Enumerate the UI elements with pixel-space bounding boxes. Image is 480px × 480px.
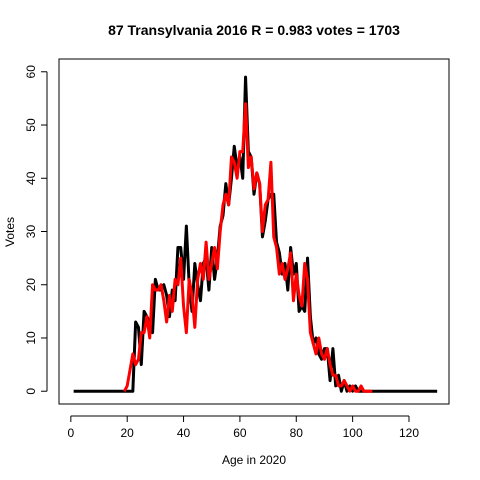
y-tick-label: 60 [24, 65, 38, 79]
x-tick-label: 40 [177, 426, 191, 440]
x-tick-label: 60 [233, 426, 247, 440]
y-axis-label: Votes [3, 217, 17, 247]
y-tick-label: 30 [24, 225, 38, 239]
x-axis: 0 20 40 60 80 100 120 [67, 415, 419, 440]
x-tick-label: 80 [290, 426, 304, 440]
series-line-predicted [123, 102, 373, 393]
x-tick-label: 100 [343, 426, 363, 440]
y-tick-label: 50 [24, 118, 38, 132]
y-tick-label: 40 [24, 171, 38, 185]
series-layer [73, 75, 438, 393]
x-tick-label: 20 [121, 426, 135, 440]
y-axis: 0 10 20 30 40 50 60 [24, 65, 48, 395]
y-tick-label: 20 [24, 278, 38, 292]
x-tick-label: 120 [399, 426, 419, 440]
y-tick-label: 0 [24, 388, 38, 395]
x-tick-label: 0 [67, 426, 74, 440]
x-axis-label: Age in 2020 [222, 453, 286, 467]
y-tick-label: 10 [24, 331, 38, 345]
plot-frame [58, 58, 450, 405]
chart-title: 87 Transylvania 2016 R = 0.983 votes = 1… [108, 22, 400, 38]
